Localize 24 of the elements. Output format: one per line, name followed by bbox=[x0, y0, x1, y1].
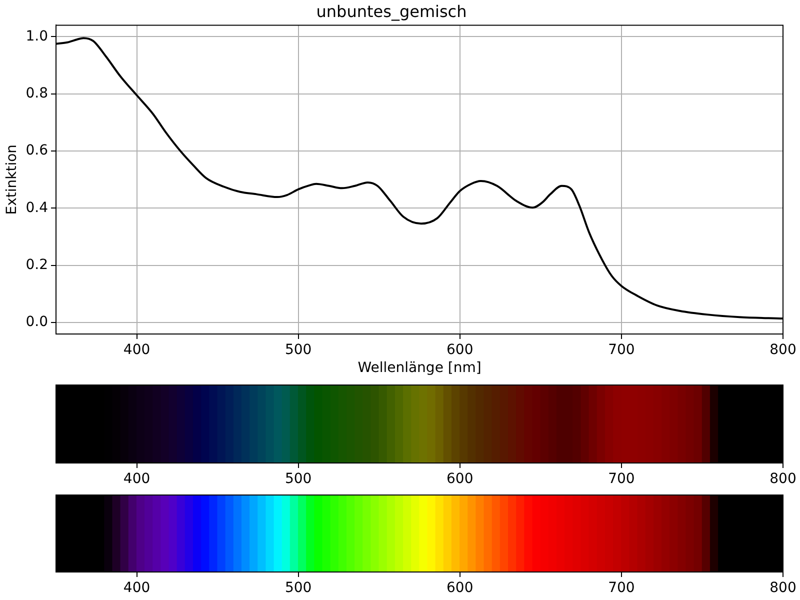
y-tick-label: 0.0 bbox=[26, 314, 48, 330]
x-tick-label: 600 bbox=[446, 342, 474, 358]
y-tick-label: 0.8 bbox=[26, 85, 48, 102]
x-tick-label: 700 bbox=[608, 471, 635, 488]
x-tick-label: 700 bbox=[608, 342, 635, 358]
y-tick-label: 0.2 bbox=[26, 257, 48, 274]
y-axis-title: Extinktion bbox=[4, 144, 20, 215]
x-tick-label: 600 bbox=[446, 580, 474, 596]
x-tick-label: 500 bbox=[284, 342, 312, 358]
x-tick-label: 400 bbox=[123, 342, 150, 358]
y-tick-label: 0.6 bbox=[26, 142, 48, 159]
x-tick-label: 800 bbox=[770, 342, 796, 358]
x-tick-label: 400 bbox=[123, 471, 150, 488]
y-tick-label: 0.4 bbox=[26, 200, 48, 216]
x-tick-label: 600 bbox=[446, 471, 474, 488]
x-tick-label: 700 bbox=[608, 580, 635, 596]
x-tick-label: 800 bbox=[770, 580, 796, 596]
chart-title: unbuntes_gemisch bbox=[316, 2, 467, 21]
y-tick-label: 1.0 bbox=[26, 28, 48, 44]
x-axis-title: Wellenlänge [nm] bbox=[358, 360, 482, 376]
x-tick-label: 500 bbox=[284, 580, 312, 596]
x-tick-label: 500 bbox=[284, 471, 312, 488]
x-tick-label: 400 bbox=[123, 580, 150, 596]
x-tick-label: 800 bbox=[770, 471, 796, 488]
